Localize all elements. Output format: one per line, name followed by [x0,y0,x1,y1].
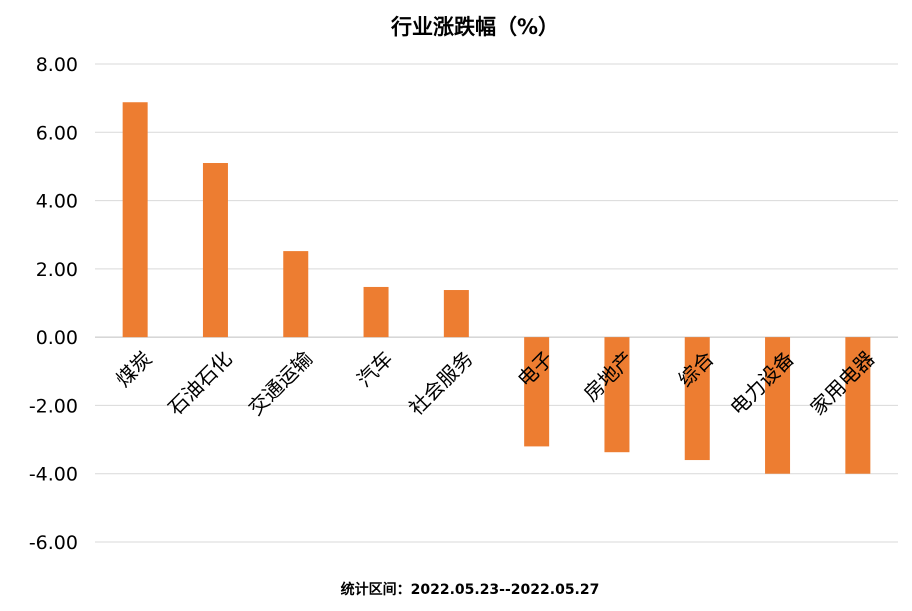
chart-title: 行业涨跌幅（%） [390,15,559,39]
bar [604,337,630,453]
y-axis-tick-labels: 8.00 6.00 4.00 2.00 0.00 -2.00 -4.00 -6.00 [29,54,78,554]
category-label: 石油石化 [163,346,237,420]
y-tick-label: 0.00 [36,327,78,349]
bar [524,337,550,447]
bar [765,337,791,474]
category-label: 煤炭 [111,346,156,391]
bar [363,286,389,338]
bars [122,102,871,474]
category-label: 汽车 [352,346,397,391]
y-tick-label: 4.00 [36,191,78,213]
y-tick-label: -6.00 [29,532,78,554]
category-label: 综合 [673,346,718,391]
bar [122,102,148,338]
bar [845,337,871,474]
category-label: 社会服务 [404,346,478,420]
gridlines [95,63,898,543]
y-tick-label: -4.00 [29,464,78,486]
statistics-period-note: 统计区间：2022.05.23--2022.05.27 [341,581,600,598]
y-tick-label: 6.00 [36,122,78,144]
category-labels: 煤炭 石油石化 交通运输 汽车 社会服务 电子 房地产 综合 电力设备 家用电器 [111,346,879,420]
bar [283,251,309,338]
y-tick-label: -2.00 [29,395,78,417]
bar [443,290,469,338]
y-tick-label: 2.00 [36,259,78,281]
category-label: 电子 [513,346,558,391]
bar [684,337,710,461]
category-label: 交通运输 [243,346,317,420]
y-tick-label: 8.00 [36,54,78,76]
bar [202,163,228,338]
